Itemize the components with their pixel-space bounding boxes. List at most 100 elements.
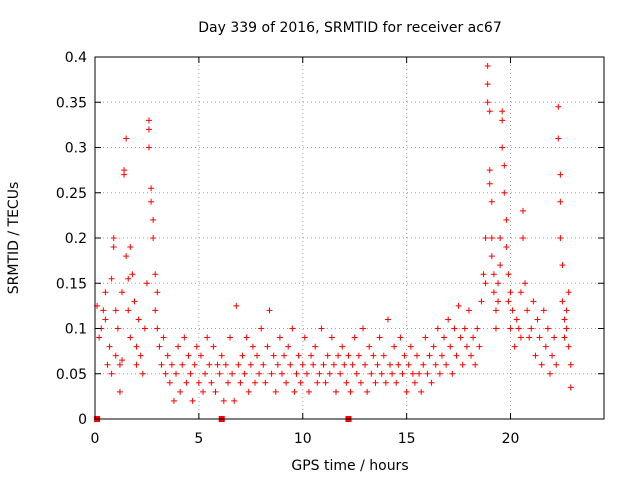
data-point [432, 361, 439, 368]
data-point [293, 370, 300, 377]
data-point [125, 307, 132, 314]
y-tick-label: 0.3 [65, 141, 87, 157]
data-point [492, 325, 499, 332]
data-point [544, 325, 551, 332]
data-point [484, 63, 491, 70]
data-point [212, 388, 219, 395]
data-point [243, 334, 250, 341]
data-point [173, 370, 180, 377]
data-point [119, 357, 126, 364]
data-point [387, 361, 394, 368]
data-point [177, 388, 184, 395]
data-point [492, 307, 499, 314]
data-point [555, 135, 562, 142]
data-point [355, 352, 362, 359]
data-point [368, 370, 375, 377]
data-point [374, 361, 381, 368]
data-point [470, 334, 477, 341]
data-point [206, 361, 213, 368]
data-point [197, 352, 204, 359]
data-point [559, 298, 566, 305]
data-point [258, 325, 265, 332]
data-point [110, 244, 117, 251]
data-point [245, 388, 252, 395]
data-point [409, 370, 416, 377]
data-point [210, 343, 217, 350]
data-point [146, 117, 153, 124]
data-point [563, 307, 570, 314]
data-point [195, 379, 202, 386]
data-point [505, 298, 512, 305]
data-point [326, 370, 333, 377]
data-point [555, 103, 562, 110]
data-point [295, 352, 302, 359]
data-point [519, 207, 526, 214]
data-points [94, 63, 574, 404]
data-point [135, 316, 142, 323]
data-point [318, 325, 325, 332]
x-axis-label: GPS time / hours [291, 458, 408, 474]
data-point [557, 198, 564, 205]
x-tick-label: 15 [398, 431, 416, 447]
data-point [328, 334, 335, 341]
data-point [384, 316, 391, 323]
data-point [441, 334, 448, 341]
data-point [476, 343, 483, 350]
data-point [237, 379, 244, 386]
data-point [461, 325, 468, 332]
data-point [251, 379, 258, 386]
x-tick-label: 5 [194, 431, 203, 447]
data-point [141, 325, 148, 332]
data-point [443, 361, 450, 368]
data-point [218, 352, 225, 359]
data-point [528, 325, 535, 332]
x-tick-label: 20 [502, 431, 520, 447]
data-point [204, 334, 211, 341]
data-point [411, 379, 418, 386]
data-point [418, 388, 425, 395]
data-point [517, 334, 524, 341]
data-point [403, 388, 410, 395]
data-point [426, 352, 433, 359]
data-point [229, 370, 236, 377]
data-point [322, 379, 329, 386]
data-point [372, 379, 379, 386]
data-point [449, 370, 456, 377]
data-point [499, 117, 506, 124]
data-point [362, 361, 369, 368]
data-point [455, 302, 462, 309]
data-point [200, 388, 207, 395]
data-point [156, 343, 163, 350]
data-point [407, 343, 414, 350]
axis-ticks [94, 56, 604, 420]
y-axis-label: SRMTID / TECUs [6, 182, 22, 295]
chart-title: Day 339 of 2016, SRMTID for receiver ac6… [198, 20, 502, 36]
data-point [565, 289, 572, 296]
data-point [465, 307, 472, 314]
data-point [430, 343, 437, 350]
data-point [497, 235, 504, 241]
data-point [422, 334, 429, 341]
data-point [382, 379, 389, 386]
data-point [401, 352, 408, 359]
data-point [553, 361, 560, 368]
data-point [191, 361, 198, 368]
data-point [100, 307, 107, 314]
data-point [127, 334, 134, 341]
data-point [484, 99, 491, 106]
data-point [501, 189, 508, 196]
data-point [532, 352, 539, 359]
data-point [397, 334, 404, 341]
y-tick-label: 0.05 [56, 367, 87, 383]
data-point [542, 343, 549, 350]
data-point [399, 370, 406, 377]
data-point [561, 334, 568, 341]
data-point [121, 167, 128, 174]
tick-labels: 0 0.05 0.1 0.15 0.2 0.25 0.3 0.35 0.4 0 5 10 15 20 [56, 50, 520, 447]
data-point [538, 361, 545, 368]
data-point [233, 302, 240, 309]
data-point [416, 370, 423, 377]
data-point [320, 361, 327, 368]
data-point [488, 235, 495, 241]
data-point [345, 352, 352, 359]
